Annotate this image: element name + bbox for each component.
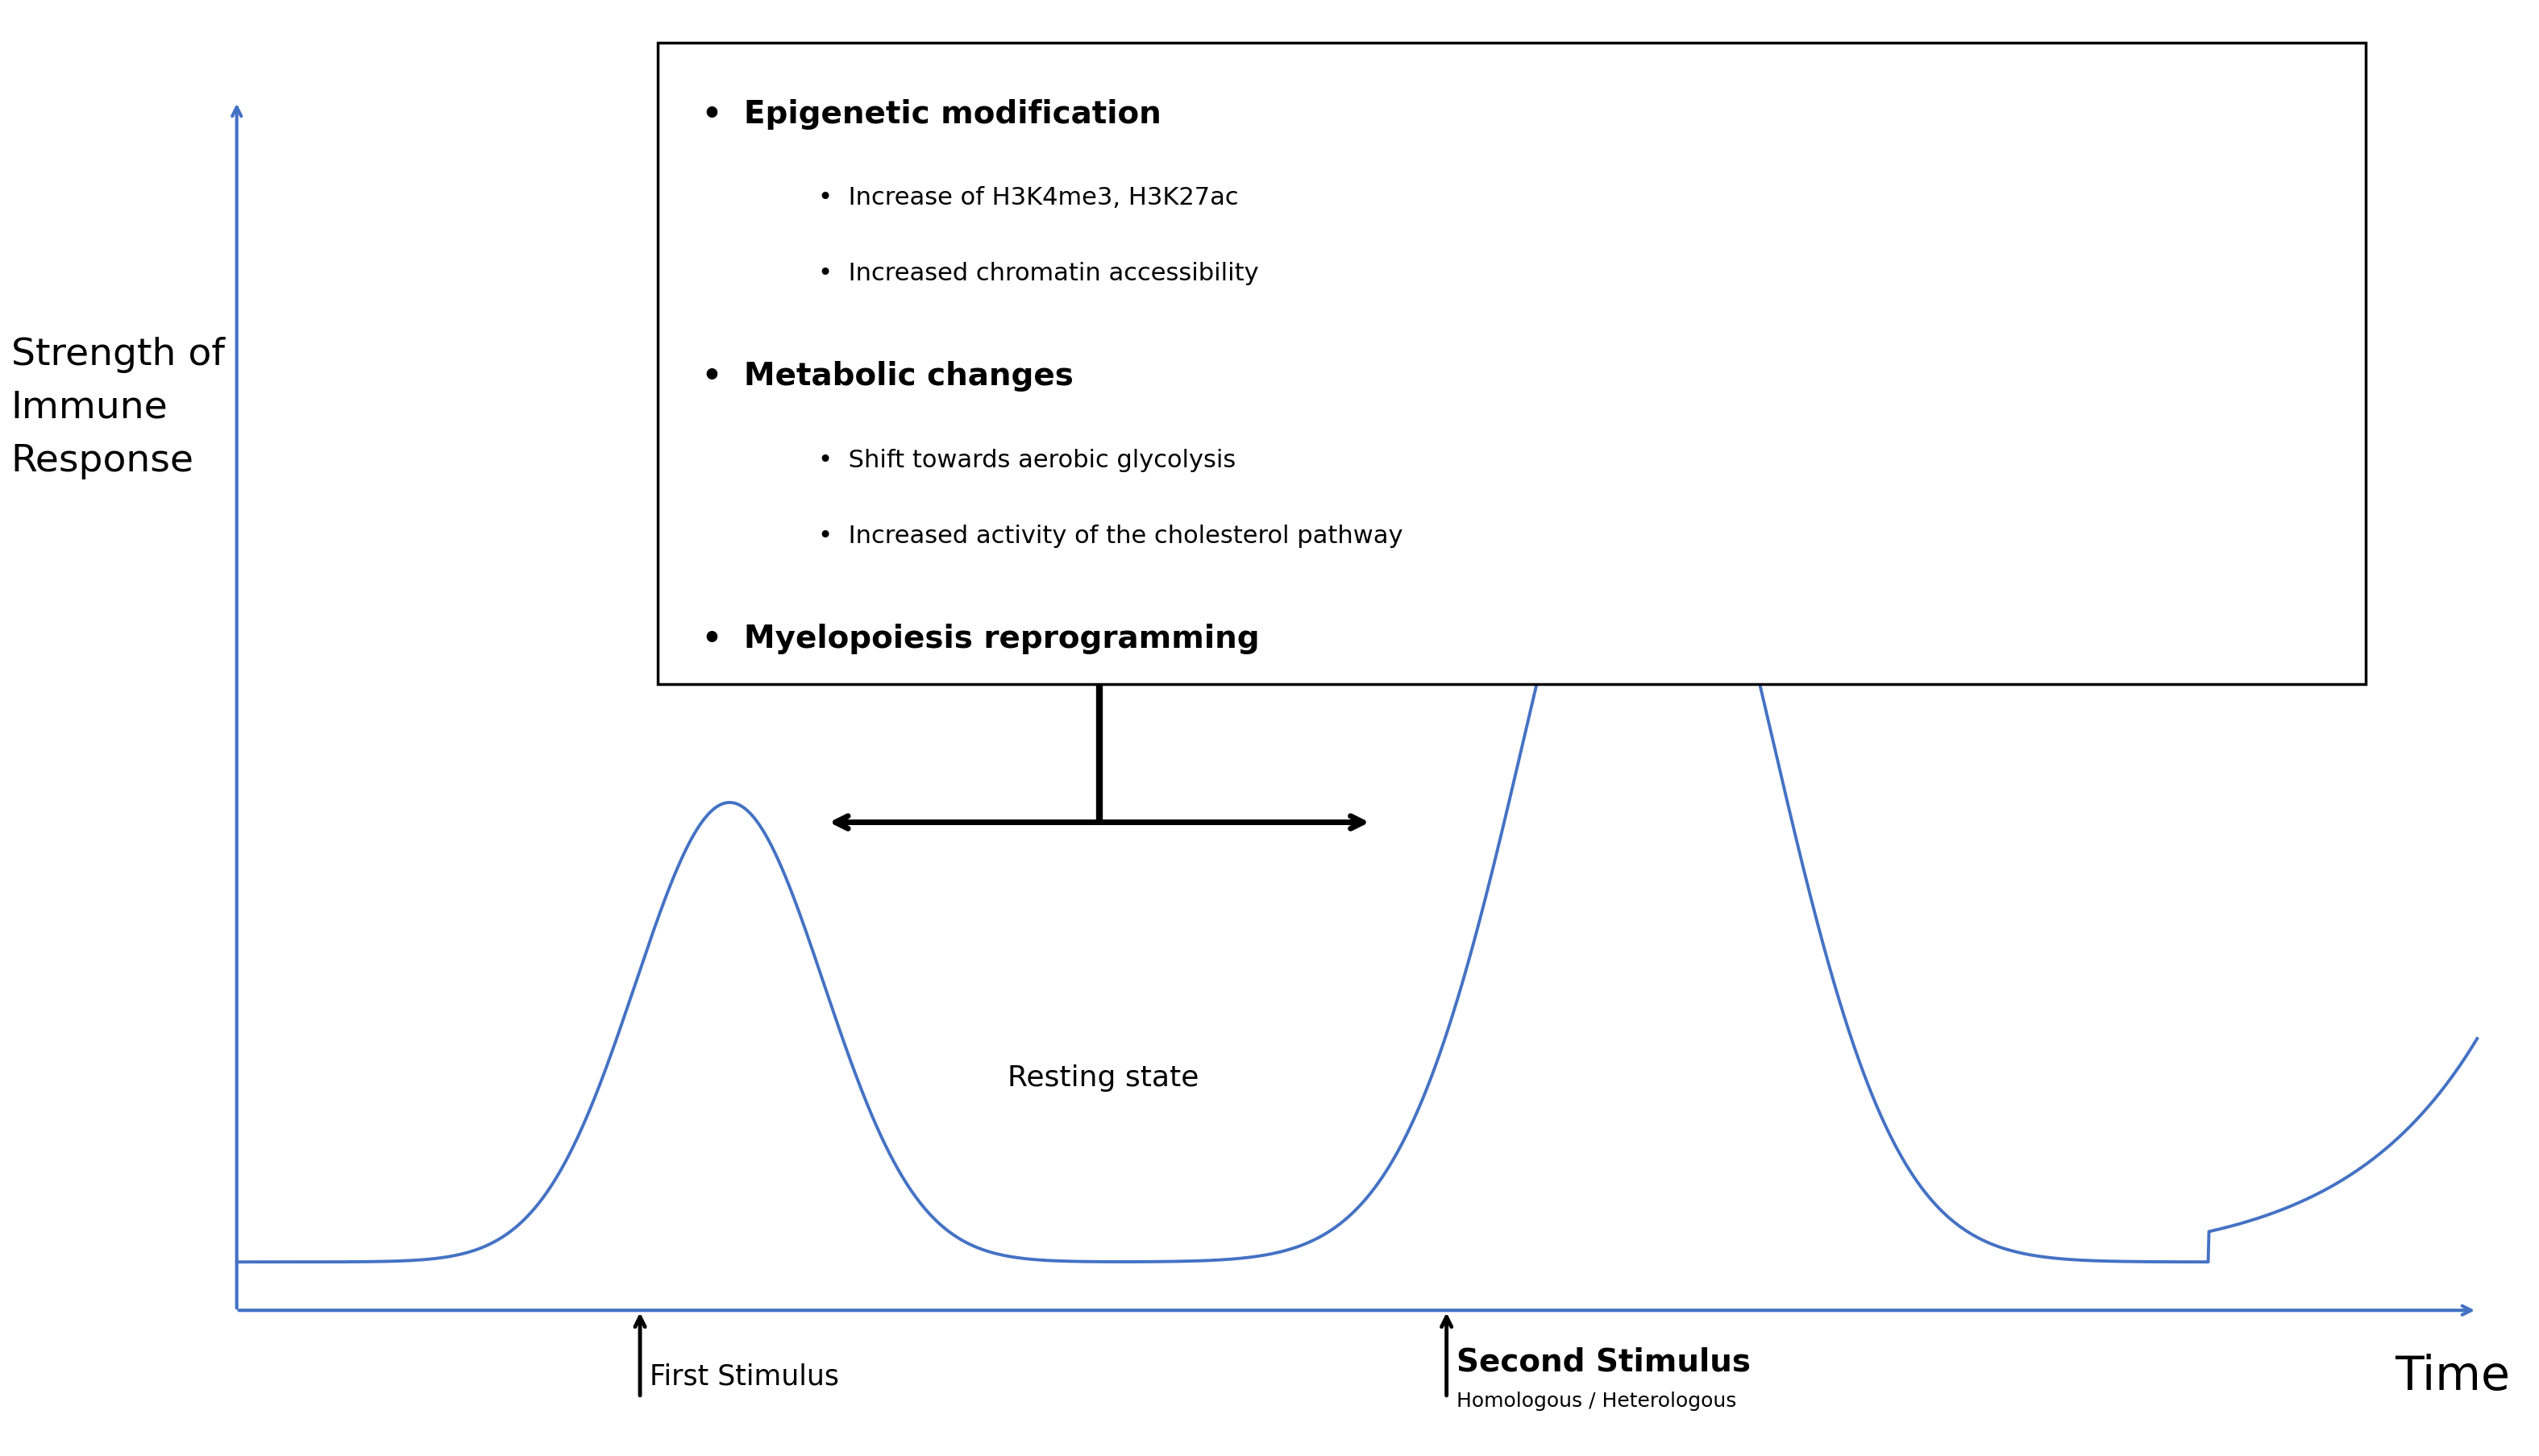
Text: •  Epigenetic modification: • Epigenetic modification — [703, 99, 1160, 130]
Text: •  Increased activity of the cholesterol pathway: • Increased activity of the cholesterol … — [818, 524, 1404, 547]
Text: •  Myelopoiesis reprogramming: • Myelopoiesis reprogramming — [703, 623, 1259, 654]
Text: •  Increase of H3K4me3, H3K27ac: • Increase of H3K4me3, H3K27ac — [818, 186, 1239, 210]
Text: •  Increased chromatin accessibility: • Increased chromatin accessibility — [818, 262, 1259, 285]
Text: Time: Time — [2394, 1353, 2511, 1399]
Text: •  Shift towards aerobic glycolysis: • Shift towards aerobic glycolysis — [818, 448, 1236, 472]
Text: Resting state: Resting state — [1008, 1064, 1198, 1091]
Text: Second Stimulus: Second Stimulus — [1457, 1345, 1752, 1377]
Bar — [658, 44, 2366, 684]
Text: Strength of
Immune
Response: Strength of Immune Response — [10, 336, 223, 479]
Text: •  Metabolic changes: • Metabolic changes — [703, 361, 1074, 392]
Text: Homologous / Heterologous: Homologous / Heterologous — [1457, 1390, 1737, 1411]
Text: First Stimulus: First Stimulus — [650, 1363, 840, 1389]
